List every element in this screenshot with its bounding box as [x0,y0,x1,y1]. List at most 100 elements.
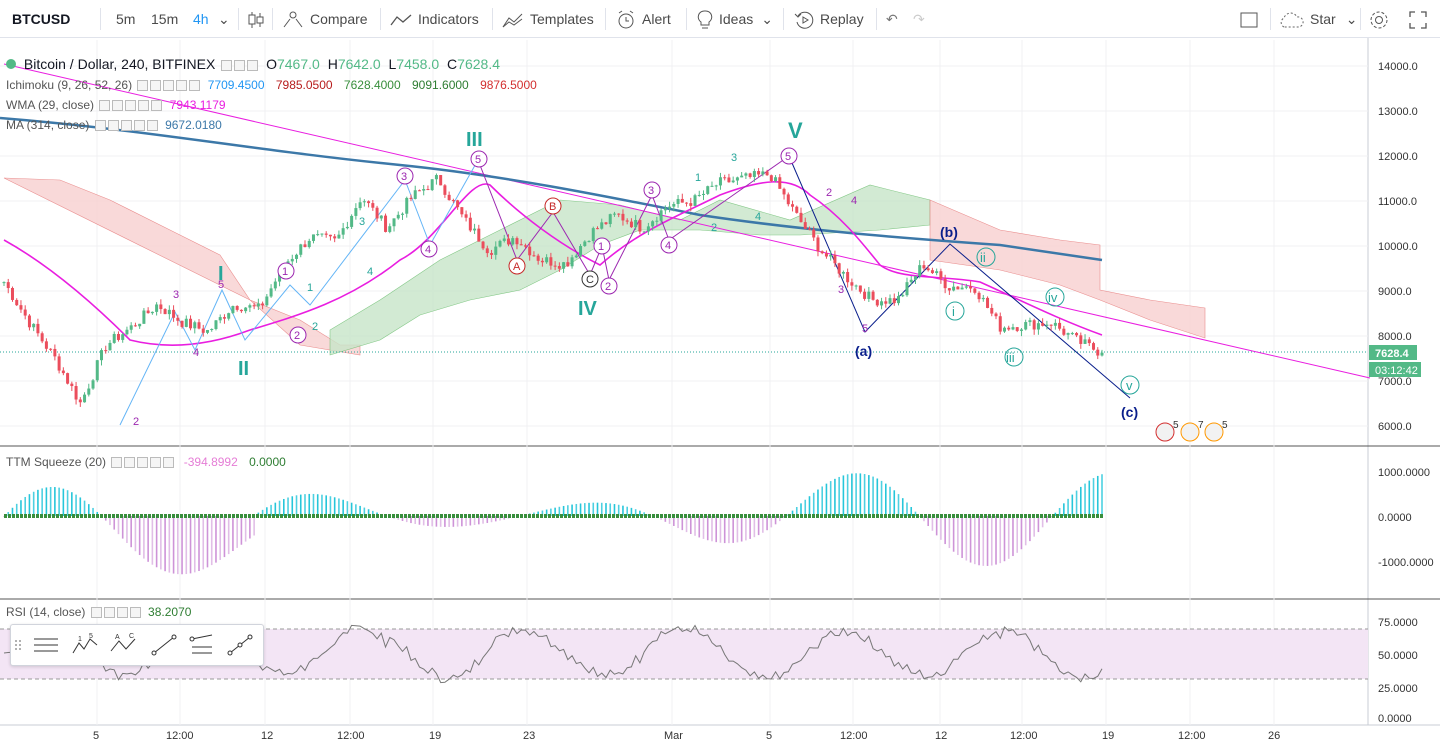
close-icon[interactable] [189,80,201,92]
candle-body [1015,327,1019,331]
price-tick: 10000.0 [1378,241,1418,253]
parallel-channel-tool-icon[interactable] [187,631,217,659]
path-tool-icon[interactable] [225,631,255,659]
more-icon[interactable] [247,59,259,71]
candle-body [863,291,867,299]
eye-icon[interactable] [94,120,106,132]
expand-icon[interactable] [1408,0,1428,38]
plus-icon[interactable] [133,120,145,132]
svg-text:2: 2 [312,321,318,333]
candle-body [57,356,61,371]
rsi-tick: 0.0000 [1378,713,1412,725]
eye-icon[interactable] [137,80,149,92]
fullscreen-square-icon[interactable] [1240,0,1258,38]
interval-dropdown-icon[interactable]: ⌄ [218,11,230,27]
source-icon[interactable] [125,100,137,112]
candle-body [812,229,816,238]
candle-body [837,263,841,274]
candle-body [108,342,112,351]
close-label: C [447,56,458,72]
drag-handle-icon[interactable] [13,631,23,659]
svg-text:1: 1 [695,172,701,184]
chart-style-button[interactable] [247,0,271,38]
settings-icon[interactable] [103,607,115,619]
trend-line-tool-icon[interactable] [149,631,179,659]
candle-body [269,288,273,297]
plus-icon[interactable] [176,80,188,92]
close-icon[interactable] [146,120,158,132]
close-icon[interactable] [129,607,141,619]
compare-button[interactable]: Compare [282,0,368,38]
candle-body [718,177,722,186]
plus-icon[interactable] [150,457,162,469]
wave-label-IV: IV [578,298,598,320]
svg-text:B: B [549,201,556,213]
eye-icon[interactable] [90,607,102,619]
settings-icon[interactable] [124,457,136,469]
interval-15m[interactable]: 15m [151,11,179,27]
candle-body [155,304,159,312]
candles-icon [248,12,264,29]
settings-gear-icon[interactable] [1368,0,1390,38]
settings-icon[interactable] [150,80,162,92]
chart-canvas[interactable]: 14000.0 13000.0 12000.0 11000.0 10000.0 … [0,38,1440,745]
ideas-dropdown-icon[interactable]: ⌄ [761,11,773,27]
time-tick: 19 [1102,730,1114,742]
candle-body [244,307,248,312]
plus-icon[interactable] [116,607,128,619]
interval-5m[interactable]: 5m [116,11,136,27]
candle-body [926,268,930,271]
svg-text:1: 1 [598,241,604,253]
candle-body [1075,333,1079,336]
candle-body [795,206,799,213]
settings-icon[interactable] [112,100,124,112]
svg-text:2: 2 [826,187,832,199]
candle-body [697,195,701,197]
plus-icon[interactable] [138,100,150,112]
candle-body [78,399,82,403]
eye-icon[interactable] [111,457,123,469]
candle-body [15,299,19,306]
source-icon[interactable] [163,80,175,92]
alert-button[interactable]: Alert [616,0,671,38]
close-icon[interactable] [163,457,175,469]
candle-body [362,201,366,203]
settings-icon[interactable] [107,120,119,132]
indicators-icon [390,14,412,26]
eye-icon[interactable] [221,59,233,71]
candle-body [494,246,498,255]
candle-body [6,282,10,289]
candle-body [676,198,680,204]
settings-icon[interactable] [234,59,246,71]
templates-button[interactable]: Templates [502,0,594,38]
ideas-button[interactable]: Ideas ⌄ [697,0,773,38]
indicators-button[interactable]: Indicators [390,0,479,38]
eye-icon[interactable] [99,100,111,112]
source-icon[interactable] [120,120,132,132]
candle-body [307,240,311,248]
time-tick: 19 [429,730,441,742]
interval-4h[interactable]: 4h [193,11,209,27]
candle-body [133,325,137,327]
close-icon[interactable] [151,100,163,112]
horizontal-lines-tool-icon[interactable] [31,631,61,659]
candle-body [854,285,858,287]
candle-body [532,255,536,257]
source-icon[interactable] [137,457,149,469]
candle-body [782,188,786,195]
svg-text:5: 5 [785,151,791,163]
ichimoku-value: 7985.0500 [275,78,333,92]
star-button[interactable]: Star ⌄ [1278,0,1357,38]
star-dropdown-icon[interactable]: ⌄ [1345,11,1358,27]
candle-body [731,180,735,183]
symbol-search[interactable]: BTCUSD [12,11,71,27]
candle-body [612,213,616,215]
svg-text:4: 4 [851,195,857,207]
undo-icon[interactable]: ↶ [886,11,898,27]
countdown-label: 03:12:42 [1375,365,1418,377]
candle-body [434,175,438,180]
replay-button[interactable]: Replay [794,0,864,38]
event-count: 7 [1198,420,1204,431]
